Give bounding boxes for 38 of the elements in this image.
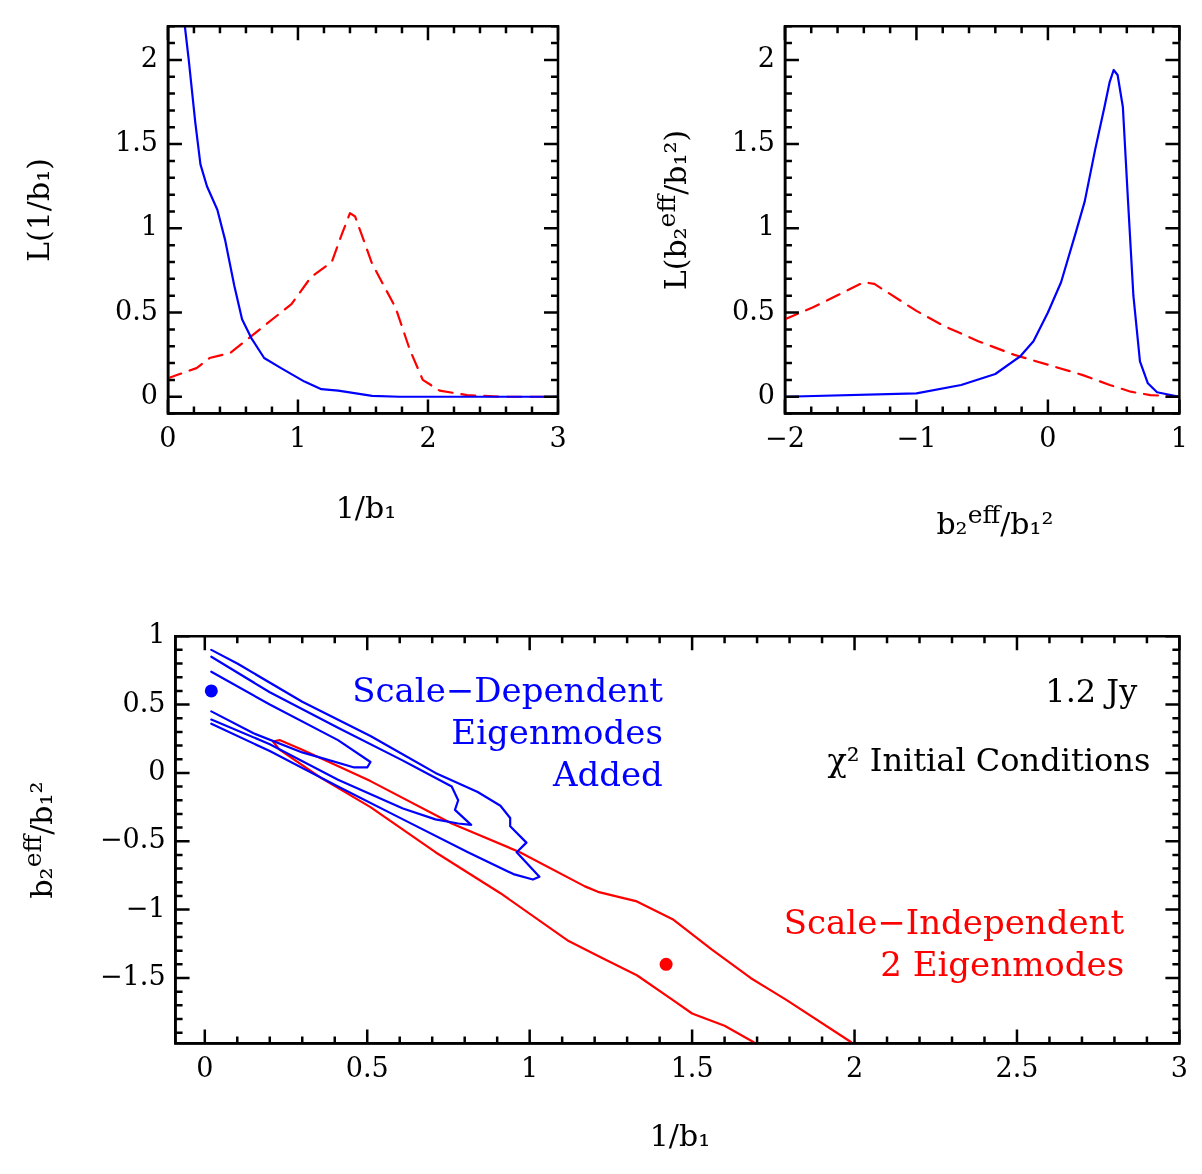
x-axis-title: 1/b₁ bbox=[649, 1118, 711, 1153]
y-tick-label: 0.5 bbox=[122, 686, 166, 718]
y-tick-label: 1.5 bbox=[114, 126, 158, 158]
annotation: 1.2 Jy bbox=[1045, 671, 1138, 710]
x-axis-title: 1/b₁ bbox=[335, 490, 397, 525]
x-tick-label: 2 bbox=[845, 1051, 864, 1083]
x-tick-label: 1 bbox=[1170, 421, 1188, 453]
x-tick-label: 2.5 bbox=[995, 1051, 1039, 1083]
y-axis-title: L(1/b₁) bbox=[20, 158, 56, 262]
x-tick-label: 3 bbox=[549, 421, 567, 453]
y-tick-label: 0.5 bbox=[114, 294, 158, 326]
y-tick-label: 1.5 bbox=[731, 126, 775, 158]
x-tick-label: 1 bbox=[289, 421, 307, 453]
y-tick-label: 2 bbox=[757, 41, 775, 73]
series-label: Scale−Independent 2 Eigenmodes bbox=[783, 902, 1125, 985]
y-tick-label: −0.5 bbox=[100, 823, 166, 855]
y-tick-label: 0 bbox=[140, 378, 158, 410]
y-tick-label: 0.5 bbox=[731, 294, 775, 326]
annotation: χ² Initial Conditions bbox=[827, 740, 1151, 779]
x-tick-label: 2 bbox=[419, 421, 437, 453]
y-tick-label: 2 bbox=[140, 41, 158, 73]
y-tick-label: 1 bbox=[140, 210, 158, 242]
y-tick-label: 0 bbox=[757, 378, 775, 410]
x-tick-label: 1.5 bbox=[670, 1051, 714, 1083]
y-tick-label: 1 bbox=[757, 210, 775, 242]
x-tick-label: −1 bbox=[896, 421, 937, 453]
x-tick-label: 1 bbox=[521, 1051, 539, 1083]
x-tick-label: 3 bbox=[1170, 1051, 1188, 1083]
y-tick-label: 0 bbox=[148, 754, 166, 786]
y-tick-label: 1 bbox=[148, 618, 166, 650]
y-tick-label: −1.5 bbox=[100, 959, 166, 991]
x-tick-label: −2 bbox=[765, 421, 805, 453]
x-tick-label: 0 bbox=[196, 1051, 214, 1083]
x-tick-label: 0 bbox=[1039, 421, 1057, 453]
x-axis-title: b₂$^{eff}$/b₁² bbox=[936, 500, 1054, 541]
series-label: Scale−Dependent Eigenmodes Added bbox=[352, 670, 664, 795]
x-tick-label: 0.5 bbox=[345, 1051, 389, 1083]
y-tick-label: −1 bbox=[125, 891, 166, 923]
